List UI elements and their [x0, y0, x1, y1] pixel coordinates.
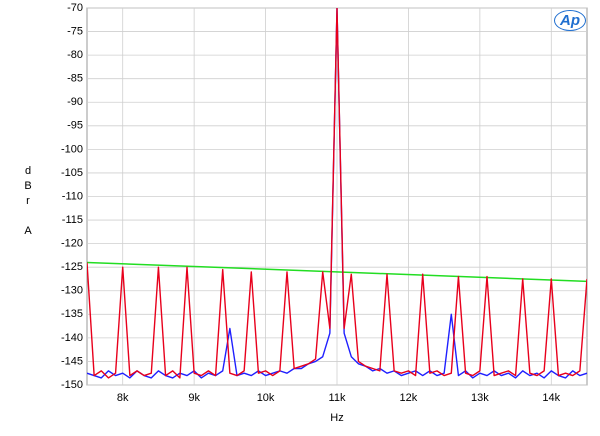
y-tick-label: -135	[61, 308, 83, 320]
plot-lines	[87, 8, 587, 379]
y-tick-label: -85	[67, 73, 83, 85]
y-tick-label: -70	[67, 2, 83, 14]
y-tick-label: -150	[61, 379, 83, 391]
y-tick-label: -130	[61, 285, 83, 297]
limit-line	[87, 261, 587, 283]
x-tick-label: 10k	[257, 392, 275, 404]
x-tick-label: 9k	[188, 392, 200, 404]
y-tick-label: -90	[67, 96, 83, 108]
series-line	[87, 8, 587, 379]
y-tick-label: -115	[62, 214, 83, 226]
x-tick-label: 13k	[471, 392, 489, 404]
x-tick-label: 8k	[117, 392, 129, 404]
series-line	[87, 8, 587, 379]
x-tick-label: 11k	[329, 392, 346, 404]
logo: Ap	[554, 10, 586, 31]
x-axis-label: Hz	[330, 412, 343, 424]
y-tick-label: -75	[67, 25, 83, 37]
y-tick-label: -145	[61, 355, 83, 367]
y-tick-label: -110	[62, 190, 83, 202]
y-tick-label: -80	[67, 49, 83, 61]
y-tick-label: -95	[67, 120, 83, 132]
y-tick-label: -120	[61, 238, 83, 250]
x-tick-label: 12k	[400, 392, 418, 404]
y-axis-label: dBr A	[22, 165, 34, 240]
y-tick-label: -105	[61, 167, 83, 179]
x-tick-label: 14k	[542, 392, 560, 404]
y-tick-label: -100	[61, 143, 83, 155]
y-tick-label: -125	[61, 261, 83, 273]
y-tick-label: -140	[61, 332, 83, 344]
